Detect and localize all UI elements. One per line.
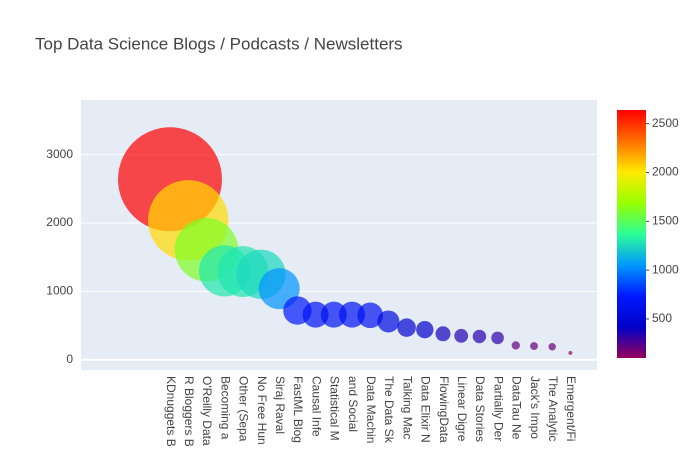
bubble bbox=[397, 318, 416, 337]
x-tick-label: The Data Sk bbox=[382, 376, 396, 444]
colorbar-tick-label: 1000 bbox=[652, 262, 679, 276]
x-tick-label: Causal Infe bbox=[309, 376, 323, 437]
x-tick-label: Partially Der bbox=[491, 376, 505, 441]
x-tick-label: FastML Blog bbox=[291, 376, 305, 443]
x-tick-label: Linear Digre bbox=[455, 376, 469, 442]
x-tick-label: Data Elixir N bbox=[419, 376, 433, 443]
x-tick-label: Emergent/Fi bbox=[564, 376, 578, 441]
bubble bbox=[357, 302, 384, 329]
x-tick-label: and Social bbox=[346, 376, 360, 432]
x-tick-label: Talking Mac bbox=[400, 376, 414, 439]
bubble bbox=[320, 301, 347, 328]
x-tick-label: KDnuggets B bbox=[164, 376, 178, 447]
bubble bbox=[416, 321, 434, 339]
bubble bbox=[472, 329, 487, 344]
x-tick-label: R Bloggers B bbox=[182, 376, 196, 447]
chart-title: Top Data Science Blogs / Podcasts / News… bbox=[35, 34, 403, 53]
bubble bbox=[511, 341, 520, 350]
x-tick-label: Jack's Impo bbox=[528, 376, 542, 439]
bubble bbox=[530, 342, 538, 351]
x-tick-label: Becoming a bbox=[218, 376, 232, 440]
y-tick-label: 3000 bbox=[46, 147, 73, 161]
x-tick-label: Siraj Raval bbox=[273, 376, 287, 434]
x-tick-label: DataTau Ne bbox=[510, 376, 524, 440]
x-tick-label: The Analytic bbox=[546, 376, 560, 441]
x-tick-label: Other (Sepa bbox=[237, 376, 251, 442]
bubble bbox=[454, 328, 469, 343]
x-tick-label: Data Stories bbox=[473, 376, 487, 442]
bubble bbox=[377, 310, 400, 333]
bubble bbox=[491, 331, 504, 345]
x-tick-label: O'Reilly Data bbox=[200, 376, 214, 446]
bubble bbox=[435, 326, 451, 342]
x-tick-label: No Free Hun bbox=[255, 376, 269, 445]
colorbar-tick-label: 1500 bbox=[652, 213, 679, 227]
colorbar-tick-label: 2000 bbox=[652, 165, 679, 179]
bubble bbox=[339, 301, 365, 328]
y-tick-label: 1000 bbox=[46, 284, 73, 298]
y-tick-label: 0 bbox=[66, 352, 73, 366]
x-tick-label: Data Machin bbox=[364, 376, 378, 443]
colorbar-tick-label: 500 bbox=[652, 311, 672, 325]
x-tick-label: FlowingData bbox=[437, 376, 451, 443]
bubble bbox=[548, 343, 556, 351]
x-tick-label: Statistical M bbox=[328, 376, 342, 441]
colorbar-tick-label: 2500 bbox=[652, 116, 679, 130]
y-tick-label: 2000 bbox=[46, 215, 73, 229]
colorbar bbox=[617, 110, 646, 358]
bubble bbox=[302, 301, 329, 328]
bubble bbox=[568, 350, 573, 355]
